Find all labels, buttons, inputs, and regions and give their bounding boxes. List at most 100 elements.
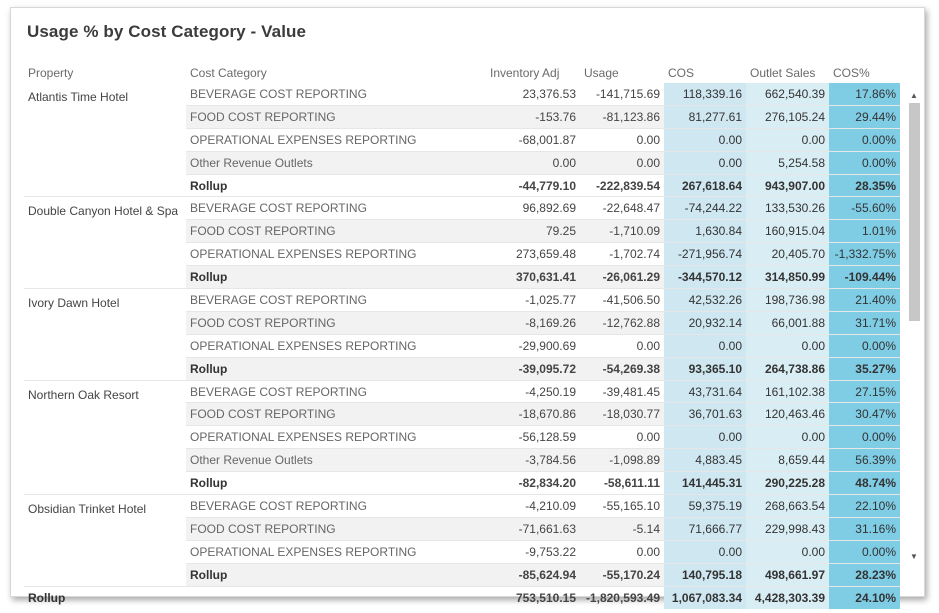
cos-pct-cell: 48.74% [829, 471, 900, 496]
table-row[interactable]: OPERATIONAL EXPENSES REPORTING -9,753.22 0… [24, 540, 900, 564]
rollup-row[interactable]: Rollup -39,095.72 -54,269.38 93,365.10 264,7… [24, 357, 900, 381]
cos-pct-cell: 21.40% [829, 288, 900, 312]
inventory-adj-cell: -71,661.63 [486, 517, 580, 541]
cost-category-cell: Rollup [186, 265, 486, 290]
column-header-cost-category[interactable]: Cost Category [190, 66, 267, 80]
usage-cell: -5.14 [580, 517, 664, 541]
column-header-cos[interactable]: COS [668, 66, 695, 80]
outlet-sales-cell: 5,254.58 [746, 151, 829, 175]
cost-category-cell: BEVERAGE COST REPORTING [186, 494, 486, 518]
rollup-row[interactable]: Rollup 370,631.41 -26,061.29 -344,570.12 314… [24, 265, 900, 290]
cos-pct-cell: 0.00% [829, 334, 900, 358]
outlet-sales-cell: 120,463.46 [746, 402, 829, 427]
inventory-adj-cell: -18,670.86 [486, 402, 580, 427]
cost-category-cell: OPERATIONAL EXPENSES REPORTING [186, 425, 486, 450]
grand-total-category-cell [186, 586, 486, 609]
table-row[interactable]: Other Revenue Outlets 0.00 0.00 0.00 5,254.5… [24, 151, 900, 175]
rollup-row[interactable]: Rollup -82,834.20 -58,611.11 141,445.31 290,… [24, 471, 900, 496]
cost-category-cell: OPERATIONAL EXPENSES REPORTING [186, 242, 486, 267]
table-row[interactable]: OPERATIONAL EXPENSES REPORTING 273,659.48… [24, 242, 900, 267]
table-row[interactable]: Atlantis Time Hotel BEVERAGE COST REPORTI… [24, 83, 900, 198]
column-header-property[interactable]: Property [28, 66, 74, 80]
table-row[interactable]: Ivory Dawn Hotel BEVERAGE COST REPORTING -… [24, 288, 900, 381]
cos-pct-cell: 31.16% [829, 517, 900, 541]
property-cell: Atlantis Time Hotel [24, 83, 186, 198]
matrix-table: Property Cost Category Inventory Adj Usa… [24, 63, 900, 609]
usage-cell: 0.00 [580, 540, 664, 564]
vertical-scrollbar[interactable]: ▲ ▼ [907, 90, 921, 566]
cos-pct-cell: 0.00% [829, 151, 900, 175]
scrollbar-thumb[interactable] [909, 103, 920, 321]
cost-category-cell: Rollup [186, 174, 486, 198]
column-header-inventory-adj[interactable]: Inventory Adj [490, 66, 560, 80]
cos-cell: -271,956.74 [664, 242, 746, 267]
usage-cell: -81,123.86 [580, 105, 664, 129]
cos-cell: 1,630.84 [664, 219, 746, 244]
table-row[interactable]: FOOD COST REPORTING -71,661.63 -5.14 71,666… [24, 517, 900, 541]
rollup-row[interactable]: Rollup -44,779.10 -222,839.54 267,618.64 943… [24, 174, 900, 198]
table-row[interactable]: FOOD COST REPORTING 79.25 -1,710.09 1,630.8… [24, 219, 900, 244]
inventory-adj-cell: -68,001.87 [486, 128, 580, 152]
table-row[interactable]: OPERATIONAL EXPENSES REPORTING -29,900.69… [24, 334, 900, 358]
table-row[interactable]: Northern Oak Resort BEVERAGE COST REPORTI… [24, 380, 900, 496]
inventory-adj-cell: -8,169.26 [486, 311, 580, 335]
usage-cell: -1,710.09 [580, 219, 664, 244]
property-cell: Double Canyon Hotel & Spa [24, 196, 186, 290]
table-row[interactable]: Double Canyon Hotel & Spa BEVERAGE COST R… [24, 196, 900, 290]
matrix-visual: Usage % by Cost Category - Value Propert… [10, 7, 925, 609]
usage-cell: -1,098.89 [580, 448, 664, 473]
cost-category-cell: BEVERAGE COST REPORTING [186, 380, 486, 404]
cos-pct-cell: 31.71% [829, 311, 900, 335]
cos-pct-cell: 0.00% [829, 128, 900, 152]
grand-total-row[interactable]: Rollup 753,510.15 -1,820,593.49 1,067,083.3… [24, 586, 900, 609]
column-header-outlet-sales[interactable]: Outlet Sales [750, 66, 816, 80]
table-row[interactable]: OPERATIONAL EXPENSES REPORTING -68,001.87… [24, 128, 900, 152]
outlet-sales-cell: 8,659.44 [746, 448, 829, 473]
usage-cell: -26,061.29 [580, 265, 664, 290]
cos-cell: 59,375.19 [664, 494, 746, 518]
matrix-body: Atlantis Time Hotel BEVERAGE COST REPORTI… [24, 83, 900, 609]
inventory-adj-cell: -82,834.20 [486, 471, 580, 496]
inventory-adj-cell: -1,025.77 [486, 288, 580, 312]
cos-cell: 93,365.10 [664, 357, 746, 381]
cos-cell: 20,932.14 [664, 311, 746, 335]
cost-category-cell: Other Revenue Outlets [186, 448, 486, 473]
header-row: Property Cost Category Inventory Adj Usa… [24, 63, 900, 83]
rollup-row[interactable]: Rollup -85,624.94 -55,170.24 140,795.18 498,… [24, 563, 900, 587]
scroll-down-icon[interactable]: ▼ [910, 552, 918, 561]
grand-total-usage-cell: -1,820,593.49 [585, 590, 660, 605]
inventory-adj-cell: -9,753.22 [486, 540, 580, 564]
table-row[interactable]: FOOD COST REPORTING -153.76 -81,123.86 81,2… [24, 105, 900, 129]
usage-cell: 0.00 [580, 151, 664, 175]
table-row[interactable]: FOOD COST REPORTING -18,670.86 -18,030.77 3… [24, 402, 900, 427]
cos-pct-cell: 28.35% [829, 174, 900, 198]
table-row[interactable]: FOOD COST REPORTING -8,169.26 -12,762.88 20… [24, 311, 900, 335]
cos-cell: 0.00 [664, 151, 746, 175]
cost-category-cell: Other Revenue Outlets [186, 151, 486, 175]
cos-cell: 42,532.26 [664, 288, 746, 312]
inventory-adj-cell: -4,250.19 [486, 380, 580, 404]
table-row[interactable]: Obsidian Trinket Hotel BEVERAGE COST REPO… [24, 494, 900, 587]
cost-category-cell: Rollup [186, 471, 486, 496]
cost-category-cell: FOOD COST REPORTING [186, 402, 486, 427]
column-header-cos-pct[interactable]: COS% [833, 66, 870, 80]
scroll-up-icon[interactable]: ▲ [910, 91, 918, 100]
cos-cell: 267,618.64 [664, 174, 746, 198]
outlet-sales-cell: 133,530.26 [746, 196, 829, 221]
table-row[interactable]: OPERATIONAL EXPENSES REPORTING -56,128.59… [24, 425, 900, 450]
outlet-sales-cell: 198,736.98 [746, 288, 829, 312]
cost-category-cell: BEVERAGE COST REPORTING [186, 196, 486, 221]
usage-cell: 0.00 [580, 425, 664, 450]
outlet-sales-cell: 314,850.99 [746, 265, 829, 290]
cos-pct-cell: 29.44% [829, 105, 900, 129]
cost-category-cell: FOOD COST REPORTING [186, 105, 486, 129]
table-row[interactable]: Other Revenue Outlets -3,784.56 -1,098.89 4… [24, 448, 900, 473]
cos-pct-cell: 27.15% [829, 380, 900, 404]
column-header-usage[interactable]: Usage [584, 66, 619, 80]
inventory-adj-cell: 79.25 [486, 219, 580, 244]
usage-cell: -1,702.74 [580, 242, 664, 267]
cos-pct-cell: 0.00% [829, 425, 900, 450]
inventory-adj-cell: 23,376.53 [486, 83, 580, 106]
usage-cell: -58,611.11 [580, 471, 664, 496]
usage-cell: -141,715.69 [580, 83, 664, 106]
